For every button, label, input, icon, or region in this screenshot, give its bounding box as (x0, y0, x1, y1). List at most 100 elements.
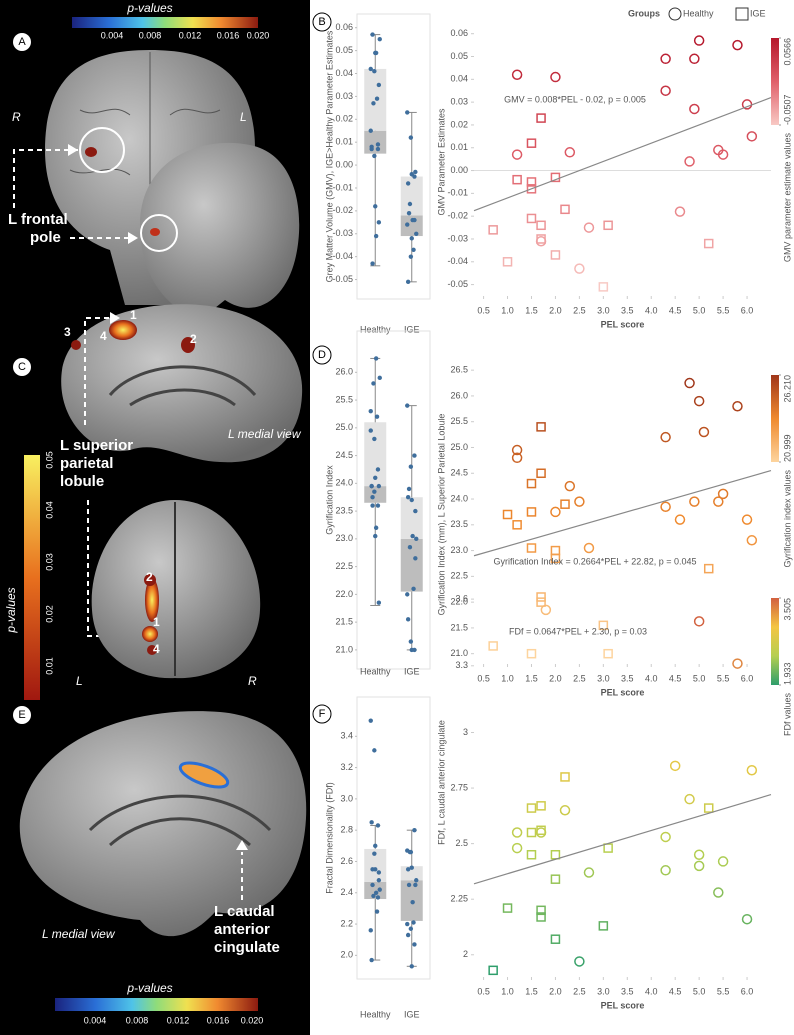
point (511, 444, 523, 456)
region-label: parietal (60, 455, 113, 472)
colorbar-tick: 0.012 (167, 1015, 190, 1025)
point (732, 658, 743, 669)
box-point (373, 50, 379, 56)
point (583, 542, 595, 554)
colorbar-title: p-values (126, 981, 172, 995)
point (560, 204, 570, 215)
panel-letter-circle (13, 358, 31, 376)
legend-label: Healthy (683, 8, 714, 18)
box-point (409, 497, 414, 503)
point (693, 860, 705, 872)
point (693, 35, 705, 46)
x-tick-label: 3.5 (621, 673, 634, 683)
y-tick-label: 23.0 (450, 545, 468, 555)
legend-marker (668, 7, 682, 21)
y-tick-label: 25.0 (450, 442, 468, 452)
colorbar-label: FDf values (782, 693, 792, 737)
box-upper (400, 497, 423, 539)
view-label: L medial view (42, 927, 116, 941)
colorbar-title: p-values (126, 1, 172, 15)
box-point (414, 536, 419, 542)
y-tick-label: 0.03 (450, 97, 468, 107)
point (526, 177, 537, 187)
view-label: L medial view (228, 427, 302, 441)
box-point (368, 66, 373, 72)
box-point (371, 381, 376, 386)
box-point (413, 882, 418, 888)
point (598, 282, 609, 292)
y-tick-label: -0.03 (332, 228, 353, 238)
box-point (405, 592, 410, 597)
point (746, 765, 758, 776)
point (536, 597, 546, 607)
point (674, 514, 686, 525)
point (526, 803, 537, 813)
y-tick-label: 26.5 (450, 365, 468, 375)
point (550, 849, 561, 860)
brain-medial-view (19, 711, 307, 937)
x-tick-label: 1.5 (525, 673, 538, 683)
y-tick-label: 0.03 (335, 91, 353, 101)
highlight-circle (140, 214, 178, 252)
point (669, 760, 681, 772)
point (526, 478, 537, 489)
x-tick-label: 2.0 (549, 986, 562, 996)
point (511, 842, 523, 854)
annotation: FDf = 0.0647*PEL + 2.30, p = 0.03 (509, 626, 647, 636)
x-tick-label: Healthy (360, 324, 391, 334)
y-tick-label: -0.04 (447, 256, 468, 266)
y-tick-label: 3.0 (340, 793, 353, 803)
chart-box: B Grey Matter Volume (GMV), IGE>Healthy P… (312, 12, 431, 334)
spot-label: 1 (153, 615, 160, 629)
point (684, 793, 695, 805)
box-point (375, 503, 381, 508)
panel-a: p-values 0.004 0.008 0.012 0.016 0.020 A… (8, 1, 300, 320)
point (660, 431, 671, 443)
point (703, 803, 714, 813)
y-tick-label: 2.5 (455, 838, 468, 848)
box-point (373, 233, 379, 239)
x-tick-label: 2.0 (549, 673, 562, 683)
region-label: cingulate (214, 939, 280, 956)
point (746, 131, 758, 142)
arrowhead (128, 232, 138, 244)
box-point (376, 220, 382, 225)
brain-sulci (69, 52, 231, 245)
x-tick-label: IGE (404, 666, 420, 676)
point (512, 520, 522, 530)
box-point (375, 146, 381, 152)
y-tick-label: -0.01 (332, 182, 353, 192)
y-tick-label: -0.02 (332, 205, 353, 215)
y-tick-label: 21.5 (335, 617, 353, 627)
box-point (405, 181, 411, 186)
box-point (405, 921, 410, 927)
region-label: anterior (214, 921, 270, 938)
point (536, 220, 546, 231)
box-point (368, 928, 373, 933)
y-tick-label: -0.05 (447, 279, 468, 289)
x-tick-label: 4.0 (645, 673, 658, 683)
point (574, 956, 585, 967)
colorbar-tick: 0.020 (247, 30, 270, 40)
panel-letter: F (319, 708, 326, 720)
point (684, 377, 695, 389)
chart-box: D Gyrification Index 21.0 21.5 22.0 22.5 23.0 2… (312, 330, 431, 676)
y-tick-label: 26.0 (450, 390, 468, 400)
y-tick-label: 2.6 (340, 856, 353, 866)
spot-label: 2 (146, 570, 153, 584)
point (550, 545, 561, 556)
panel-letter-circle (13, 33, 31, 51)
colorbar-tick: 0.020 (241, 1015, 264, 1025)
brain-sulci (108, 365, 257, 407)
box-point (405, 403, 410, 408)
region-label: L superior (60, 437, 133, 454)
y-tick-label: -0.04 (332, 251, 353, 261)
box-point (411, 920, 416, 925)
y-tick-label: 23.0 (335, 533, 353, 543)
x-tick-label: 4.0 (645, 986, 658, 996)
y-axis-label: Gyrification Index (324, 465, 334, 535)
y-tick-label: 3.4 (340, 731, 353, 741)
brain-medial-view (61, 304, 303, 463)
legend-label: IGE (750, 8, 766, 18)
colorbar-tick: 0.03 (44, 553, 54, 571)
